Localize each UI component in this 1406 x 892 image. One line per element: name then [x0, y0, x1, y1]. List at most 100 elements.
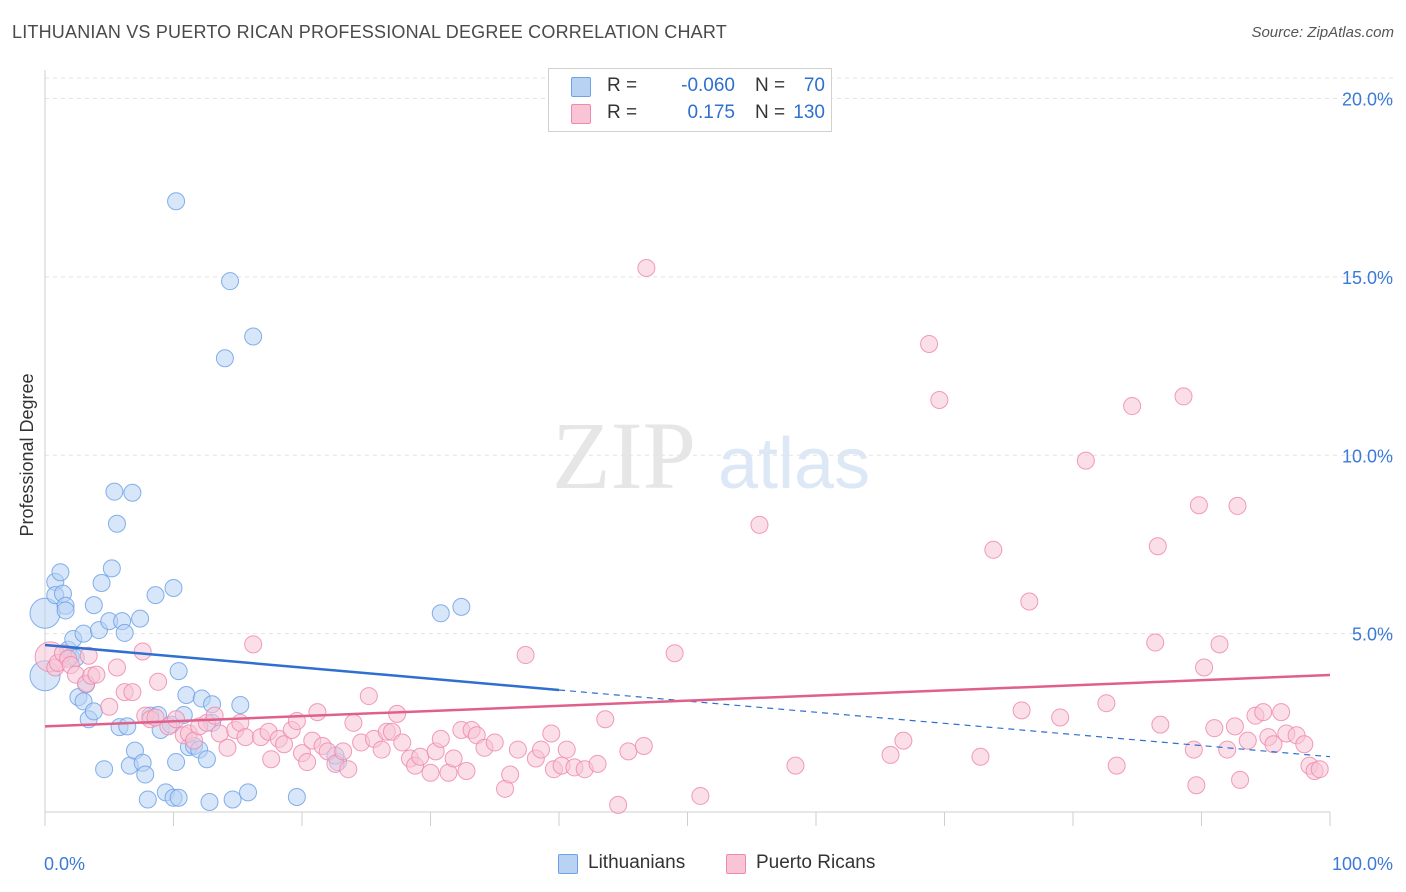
- puerto-rican-point: [1205, 719, 1224, 738]
- puerto-rican-point: [344, 713, 363, 732]
- puerto-rican-point: [516, 646, 535, 665]
- lithuanian-point: [167, 192, 186, 211]
- puerto-rican-point: [1210, 635, 1229, 654]
- puerto-rican-point: [1231, 770, 1250, 789]
- puerto-rican-point: [236, 728, 255, 747]
- puerto-rican-point: [421, 763, 440, 782]
- puerto-rican-point: [894, 731, 913, 750]
- puerto-rican-point: [444, 749, 463, 768]
- correlation-legend: R = -0.060 N = 70 R = 0.175 N = 130: [548, 68, 832, 132]
- x-tick-label-min: 0.0%: [44, 854, 85, 874]
- puerto-rican-point: [984, 540, 1003, 559]
- lithuanian-point: [84, 596, 103, 615]
- puerto-rican-point: [1151, 715, 1170, 734]
- data-points: [29, 192, 1329, 814]
- legend-n-value: 130: [793, 102, 825, 123]
- puerto-rican-point: [750, 515, 769, 534]
- legend-swatch-pink: [726, 854, 746, 874]
- legend-n-label: N =: [755, 75, 786, 96]
- puerto-rican-point: [388, 704, 407, 723]
- lithuanian-point: [452, 597, 471, 616]
- puerto-rican-point: [1310, 760, 1329, 779]
- watermark-atlas: atlas: [718, 424, 870, 504]
- y-tick-label: 20.0%: [1342, 90, 1393, 110]
- puerto-rican-point: [557, 740, 576, 759]
- puerto-rican-point: [359, 687, 378, 706]
- puerto-rican-point: [334, 742, 353, 761]
- source-credit: Source: ZipAtlas.com: [1251, 24, 1394, 41]
- puerto-rican-point: [1238, 731, 1257, 750]
- puerto-rican-point: [87, 665, 106, 684]
- lithuanian-point: [105, 482, 124, 501]
- puerto-rican-point: [133, 642, 152, 661]
- lithuanian-point: [223, 790, 242, 809]
- lithuanian-trend-solid: [44, 643, 560, 692]
- puerto-rican-point: [1123, 397, 1142, 416]
- puerto-rican-point: [930, 390, 949, 409]
- puerto-rican-point: [1195, 658, 1214, 677]
- chart-title: LITHUANIAN VS PUERTO RICAN PROFESSIONAL …: [12, 22, 727, 42]
- puerto-rican-point: [1097, 694, 1116, 713]
- puerto-rican-point: [634, 737, 653, 756]
- y-axis-title: Professional Degree: [17, 373, 37, 536]
- x-tick-label-max: 100.0%: [1332, 854, 1393, 874]
- puerto-rican-point: [1076, 451, 1095, 470]
- puerto-rican-point: [79, 646, 98, 665]
- lithuanian-point: [115, 623, 134, 642]
- lithuanian-point: [239, 783, 258, 802]
- axis-labels: 5.0% 10.0% 15.0% 20.0% 0.0% 100.0% Professiona…: [17, 90, 1393, 874]
- lithuanian-point: [107, 514, 126, 533]
- puerto-rican-point: [411, 747, 430, 766]
- puerto-rican-point: [485, 733, 504, 752]
- lithuanian-point: [287, 788, 306, 807]
- puerto-rican-point: [457, 761, 476, 780]
- puerto-rican-point: [298, 753, 317, 772]
- puerto-rican-point: [588, 754, 607, 773]
- puerto-rican-point: [149, 672, 168, 691]
- lithuanian-point: [221, 272, 240, 291]
- puerto-rican-point: [596, 710, 615, 729]
- lithuanian-point: [102, 559, 121, 578]
- lithuanian-point: [95, 760, 114, 779]
- puerto-rican-point: [1228, 496, 1247, 515]
- lithuanian-point: [84, 702, 103, 721]
- puerto-rican-point: [107, 658, 126, 677]
- lithuanian-point: [244, 327, 263, 346]
- puerto-rican-point: [532, 740, 551, 759]
- puerto-rican-point: [1187, 776, 1206, 795]
- puerto-rican-point: [619, 742, 638, 761]
- puerto-rican-point: [1146, 633, 1165, 652]
- puerto-rican-point: [1012, 701, 1031, 720]
- puerto-rican-point: [244, 635, 263, 654]
- lithuanian-point: [131, 609, 150, 628]
- lithuanian-trend-dashed: [558, 689, 1331, 758]
- legend-swatch-blue: [558, 854, 578, 874]
- lithuanian-point: [197, 750, 216, 769]
- puerto-rican-point: [262, 750, 281, 769]
- lithuanian-point: [136, 765, 155, 784]
- lithuanian-point: [123, 483, 142, 502]
- legend-swatch-blue: [571, 77, 591, 97]
- puerto-rican-point: [609, 795, 628, 814]
- legend-swatch-pink: [571, 104, 591, 124]
- lithuanian-point: [169, 662, 188, 681]
- puerto-rican-point: [1218, 740, 1237, 759]
- series-name: Lithuanians: [588, 852, 686, 873]
- puerto-rican-point: [167, 710, 186, 729]
- y-tick-label: 5.0%: [1352, 625, 1393, 645]
- legend-n-label: N =: [755, 102, 786, 123]
- legend-n-value: 70: [803, 75, 825, 96]
- lithuanian-point: [215, 349, 234, 368]
- puerto-rican-point: [1225, 717, 1244, 736]
- puerto-rican-point: [501, 765, 520, 784]
- puerto-rican-point: [1189, 496, 1208, 515]
- legend-r-value: -0.060: [681, 75, 735, 96]
- puerto-rican-point: [1148, 537, 1167, 556]
- puerto-rican-point: [218, 738, 237, 757]
- puerto-rican-point: [431, 729, 450, 748]
- puerto-rican-point: [1264, 735, 1283, 754]
- grid-lines: [45, 77, 1395, 635]
- puerto-rican-point: [971, 747, 990, 766]
- legend-r-label: R =: [607, 102, 638, 123]
